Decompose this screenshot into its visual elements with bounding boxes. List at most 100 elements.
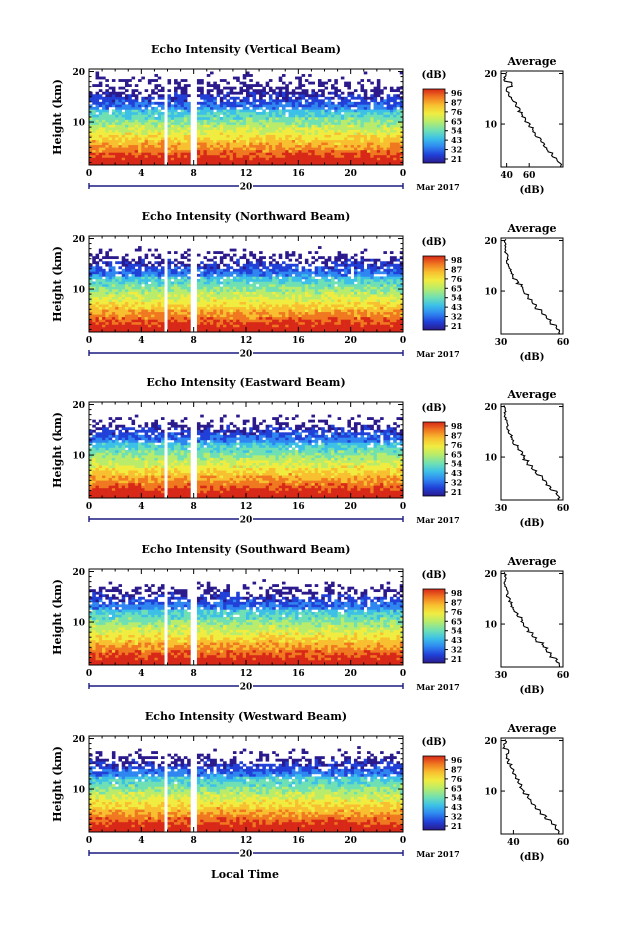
heatmap-cell bbox=[308, 289, 312, 292]
heatmap-cell bbox=[200, 89, 204, 93]
heatmap-cell bbox=[363, 71, 368, 75]
heatmap-cell bbox=[134, 162, 139, 166]
heatmap-cell bbox=[160, 314, 165, 318]
heatmap-cell bbox=[105, 304, 109, 308]
heatmap-cell bbox=[304, 99, 309, 103]
heatmap-cell bbox=[206, 137, 211, 141]
heatmap-cell bbox=[111, 109, 116, 113]
heatmap-cell bbox=[327, 111, 332, 115]
heatmap-cell bbox=[334, 91, 338, 95]
heatmap-cell bbox=[206, 132, 211, 135]
heatmap-cell bbox=[308, 309, 312, 313]
heatmap-cell bbox=[236, 263, 240, 267]
heatmap-cell bbox=[334, 311, 338, 315]
heatmap-cell bbox=[367, 142, 371, 146]
heatmap-cell bbox=[301, 137, 306, 141]
heatmap-cell bbox=[213, 281, 217, 285]
heatmap-cell bbox=[265, 114, 270, 118]
heatmap-cell bbox=[255, 276, 260, 280]
heatmap-cell bbox=[213, 261, 217, 265]
heatmap-cell bbox=[314, 299, 319, 302]
heatmap-cell bbox=[285, 132, 289, 135]
heatmap-cell bbox=[154, 271, 158, 275]
heatmap-cell bbox=[278, 304, 283, 308]
heatmap-cell bbox=[200, 142, 204, 146]
heatmap-cell bbox=[252, 281, 257, 285]
heatmap-cell bbox=[187, 142, 191, 146]
heatmap-cell bbox=[226, 81, 230, 85]
heatmap-cell bbox=[174, 96, 178, 100]
heatmap-cell bbox=[102, 319, 106, 323]
heatmap-cell bbox=[236, 321, 240, 325]
heatmap-cell bbox=[298, 289, 302, 292]
heatmap-cell bbox=[301, 144, 306, 148]
heatmap-cell bbox=[98, 147, 103, 151]
heatmap-cell bbox=[275, 122, 280, 125]
heatmap-cell bbox=[187, 139, 191, 143]
heatmap-cell bbox=[144, 314, 149, 318]
heatmap-cell bbox=[327, 294, 332, 297]
heatmap-cell bbox=[344, 157, 348, 161]
heatmap-cell bbox=[118, 321, 123, 325]
heatmap-cell bbox=[317, 117, 322, 120]
heatmap-cell bbox=[210, 134, 214, 138]
heatmap-cell bbox=[219, 99, 224, 103]
heatmap-cell bbox=[288, 253, 293, 257]
heatmap-cell bbox=[183, 101, 188, 105]
heatmap-cell bbox=[311, 144, 315, 148]
heatmap-cell bbox=[317, 304, 322, 308]
heatmap-cell bbox=[311, 309, 315, 313]
heatmap-cell bbox=[196, 142, 201, 146]
heatmap-cell bbox=[141, 301, 145, 305]
heatmap-cell bbox=[340, 137, 345, 141]
heatmap-cell bbox=[393, 152, 397, 156]
heatmap-cell bbox=[174, 304, 178, 308]
heatmap-cell bbox=[259, 261, 263, 265]
heatmap-cell bbox=[383, 132, 387, 135]
heatmap-cell bbox=[281, 147, 286, 151]
heatmap-cell bbox=[157, 276, 162, 280]
heatmap-cell bbox=[111, 127, 116, 130]
heatmap-cell bbox=[229, 129, 234, 133]
heatmap-cell bbox=[151, 142, 155, 146]
heatmap-cell bbox=[160, 162, 165, 166]
heatmap-cell bbox=[363, 132, 368, 135]
heatmap-cell bbox=[324, 278, 329, 282]
heatmap-cell bbox=[242, 284, 247, 287]
heatmap-cell bbox=[183, 84, 188, 87]
heatmap-cell bbox=[334, 111, 338, 115]
heatmap-cell bbox=[242, 276, 247, 280]
heatmap-cell bbox=[157, 284, 162, 287]
heatmap-cell bbox=[360, 114, 365, 118]
heatmap-cell bbox=[95, 129, 100, 133]
heatmap-cell bbox=[272, 144, 276, 148]
heatmap-cell bbox=[327, 329, 332, 333]
heatmap-cell bbox=[304, 296, 309, 300]
heatmap-cell bbox=[167, 263, 172, 267]
heatmap-cell bbox=[337, 296, 342, 300]
heatmap-cell bbox=[327, 124, 332, 128]
heatmap-cell bbox=[376, 142, 381, 146]
heatmap-cell bbox=[223, 157, 227, 161]
heatmap-cell bbox=[262, 162, 266, 166]
heatmap-cell bbox=[105, 289, 109, 292]
heatmap-cell bbox=[170, 147, 175, 151]
heatmap-cell bbox=[337, 96, 342, 100]
heatmap-cell bbox=[210, 117, 214, 120]
heatmap-cell bbox=[144, 127, 149, 130]
heatmap-cell bbox=[95, 91, 100, 95]
heatmap-cell bbox=[147, 271, 152, 275]
heatmap-cell bbox=[255, 142, 260, 146]
heatmap-cell bbox=[216, 289, 221, 292]
heatmap-cell bbox=[285, 311, 289, 315]
heatmap-cell bbox=[357, 127, 361, 130]
heatmap-cell bbox=[340, 296, 345, 300]
heatmap-cell bbox=[89, 144, 93, 148]
heatmap-cell bbox=[252, 316, 257, 320]
heatmap-cell bbox=[108, 278, 113, 282]
heatmap-cell bbox=[334, 149, 338, 153]
heatmap-cell bbox=[196, 162, 201, 166]
heatmap-cell bbox=[98, 142, 103, 146]
heatmap-cell bbox=[232, 248, 237, 252]
heatmap-cell bbox=[183, 99, 188, 103]
